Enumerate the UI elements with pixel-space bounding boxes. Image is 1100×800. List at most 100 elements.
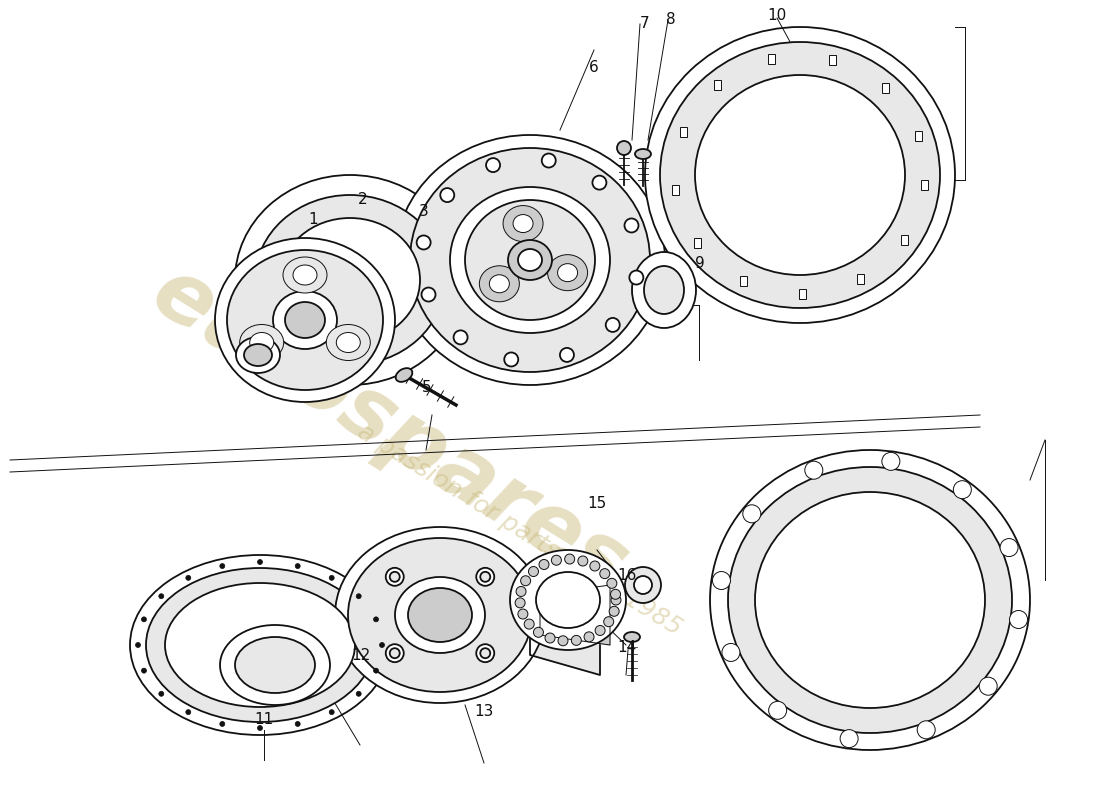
Ellipse shape bbox=[236, 337, 280, 373]
Ellipse shape bbox=[227, 250, 383, 390]
Circle shape bbox=[584, 632, 594, 642]
Ellipse shape bbox=[710, 450, 1030, 750]
Bar bbox=[921, 180, 928, 190]
Circle shape bbox=[356, 594, 361, 598]
Bar bbox=[857, 274, 865, 284]
Text: 16: 16 bbox=[617, 569, 637, 583]
Ellipse shape bbox=[513, 214, 534, 233]
Ellipse shape bbox=[558, 264, 578, 282]
Circle shape bbox=[578, 556, 587, 566]
Bar bbox=[694, 238, 701, 248]
Text: 9: 9 bbox=[695, 257, 704, 271]
Ellipse shape bbox=[408, 588, 472, 642]
Ellipse shape bbox=[273, 291, 337, 349]
Circle shape bbox=[186, 710, 190, 714]
Ellipse shape bbox=[280, 218, 420, 342]
Circle shape bbox=[386, 644, 404, 662]
Circle shape bbox=[544, 633, 556, 643]
Circle shape bbox=[158, 594, 164, 598]
Ellipse shape bbox=[660, 42, 940, 308]
Circle shape bbox=[634, 576, 652, 594]
Text: 11: 11 bbox=[254, 713, 274, 727]
Circle shape bbox=[295, 563, 300, 569]
Ellipse shape bbox=[250, 333, 274, 353]
Circle shape bbox=[135, 642, 141, 647]
Text: 12: 12 bbox=[351, 649, 371, 663]
Circle shape bbox=[542, 154, 556, 167]
Text: 3: 3 bbox=[419, 205, 428, 219]
Text: 15: 15 bbox=[587, 497, 607, 511]
Ellipse shape bbox=[327, 325, 371, 361]
Circle shape bbox=[374, 668, 378, 673]
Circle shape bbox=[551, 555, 561, 566]
Circle shape bbox=[600, 569, 609, 578]
Circle shape bbox=[534, 627, 543, 638]
Ellipse shape bbox=[395, 135, 666, 385]
Circle shape bbox=[722, 643, 740, 662]
Circle shape bbox=[571, 635, 581, 646]
Text: 5: 5 bbox=[422, 381, 431, 395]
Circle shape bbox=[386, 568, 404, 586]
Circle shape bbox=[617, 141, 631, 155]
Ellipse shape bbox=[285, 302, 324, 338]
Circle shape bbox=[295, 722, 300, 726]
Text: 6: 6 bbox=[590, 61, 598, 75]
Text: 8: 8 bbox=[667, 13, 675, 27]
Ellipse shape bbox=[644, 266, 684, 314]
Ellipse shape bbox=[624, 632, 640, 642]
Ellipse shape bbox=[293, 265, 317, 285]
Ellipse shape bbox=[165, 583, 355, 707]
Circle shape bbox=[440, 188, 454, 202]
Circle shape bbox=[486, 158, 500, 172]
Ellipse shape bbox=[490, 274, 509, 293]
Bar bbox=[715, 80, 722, 90]
Circle shape bbox=[1010, 610, 1027, 629]
Bar bbox=[680, 127, 686, 138]
Circle shape bbox=[954, 481, 971, 498]
Circle shape bbox=[609, 606, 619, 616]
Circle shape bbox=[590, 561, 600, 571]
Circle shape bbox=[610, 590, 620, 599]
Circle shape bbox=[805, 461, 823, 479]
Circle shape bbox=[389, 648, 399, 658]
Circle shape bbox=[515, 598, 525, 608]
Circle shape bbox=[476, 644, 494, 662]
Circle shape bbox=[356, 691, 361, 696]
Circle shape bbox=[625, 218, 638, 233]
Bar bbox=[672, 185, 680, 194]
Ellipse shape bbox=[450, 187, 610, 333]
Circle shape bbox=[769, 702, 786, 719]
Circle shape bbox=[504, 353, 518, 366]
Circle shape bbox=[840, 730, 858, 748]
Circle shape bbox=[979, 677, 998, 695]
Ellipse shape bbox=[220, 625, 330, 705]
Ellipse shape bbox=[244, 344, 272, 366]
Ellipse shape bbox=[410, 148, 650, 372]
Circle shape bbox=[476, 568, 494, 586]
Circle shape bbox=[713, 571, 730, 590]
Polygon shape bbox=[530, 565, 600, 675]
Circle shape bbox=[625, 567, 661, 603]
Ellipse shape bbox=[518, 249, 542, 271]
Circle shape bbox=[560, 348, 574, 362]
Text: 13: 13 bbox=[474, 705, 494, 719]
Text: 7: 7 bbox=[640, 17, 649, 31]
Bar bbox=[915, 131, 922, 142]
Bar bbox=[901, 235, 909, 245]
Ellipse shape bbox=[240, 325, 284, 361]
Circle shape bbox=[882, 452, 900, 470]
Ellipse shape bbox=[336, 527, 544, 703]
Ellipse shape bbox=[465, 200, 595, 320]
Ellipse shape bbox=[396, 368, 412, 382]
Circle shape bbox=[374, 617, 378, 622]
Ellipse shape bbox=[645, 27, 955, 323]
Ellipse shape bbox=[536, 572, 600, 628]
Circle shape bbox=[421, 287, 436, 302]
Bar bbox=[769, 54, 776, 64]
Text: 2: 2 bbox=[359, 193, 367, 207]
Circle shape bbox=[417, 235, 430, 250]
Ellipse shape bbox=[728, 467, 1012, 733]
Text: eurospares: eurospares bbox=[138, 250, 642, 610]
Bar bbox=[829, 55, 836, 65]
Ellipse shape bbox=[395, 577, 485, 653]
